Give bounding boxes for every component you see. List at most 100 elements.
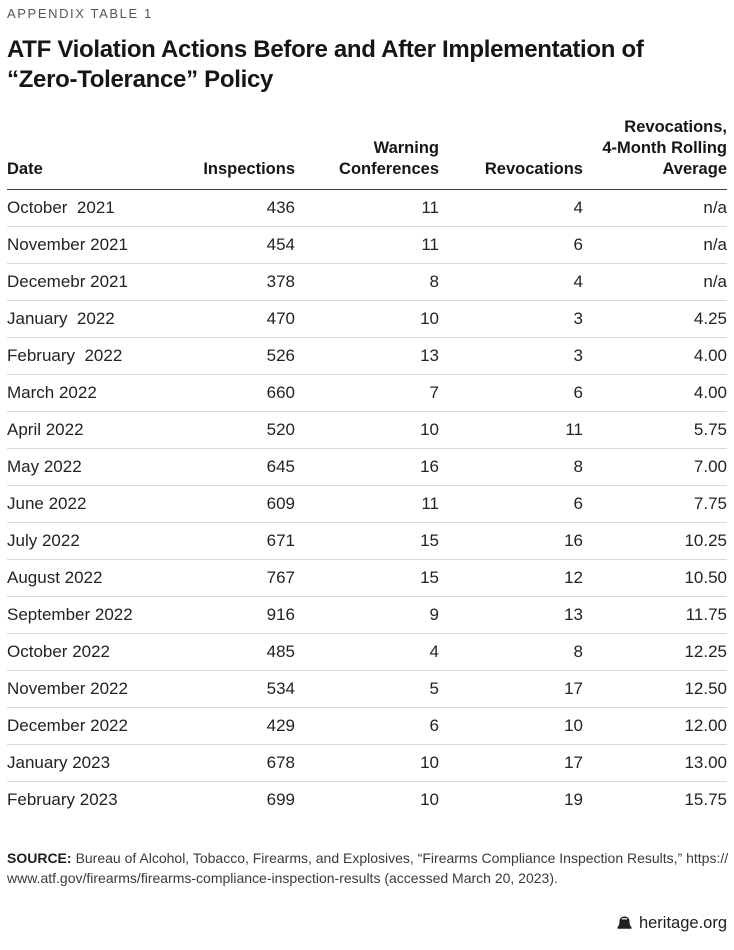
cell-inspections: 645 [187,448,295,486]
table-row: August 2022 767 15 12 10.50 [7,559,727,597]
cell-revocations: 13 [439,596,583,634]
cell-rolling-average: 12.25 [583,633,727,671]
cell-revocations: 3 [439,300,583,338]
table-row: January 2022 470 10 3 4.25 [7,300,727,338]
cell-rolling-average: 12.00 [583,707,727,745]
cell-inspections: 429 [187,707,295,745]
table-row: May 2022 645 16 8 7.00 [7,448,727,486]
title-line-1: ATF Violation Actions Before and After I… [7,36,644,63]
table-row: October 2021 436 11 4 n/a [7,189,727,227]
cell-date: October 2021 [7,189,187,227]
cell-warning-conferences: 10 [295,411,439,449]
heritage-bell-icon [616,915,633,932]
footer: heritage.org [7,914,727,933]
cell-warning-conferences: 10 [420,790,439,809]
cell-rolling-average: 11.75 [583,596,727,634]
cell-warning-conferences: 15 [295,559,439,597]
cell-inspections: 660 [187,374,295,412]
cell-revocations: 4 [439,263,583,301]
cell-revocations: 11 [439,411,583,449]
cell-inspections: 526 [187,337,295,375]
table-row: February 2023 699 10 19 15.75 [7,782,727,819]
table-row: July 2022 671 15 16 10.25 [7,522,727,560]
cell-warning-conferences: 7 [295,374,439,412]
source-line-1: Bureau of Alcohol, Tobacco, Firearms, an… [75,850,729,866]
cell-inspections: 470 [187,300,295,338]
cell-warning-conferences: 11 [295,226,439,264]
cell-date: Decemebr 2021 [7,263,187,301]
cell-rolling-average: n/a [583,226,727,264]
table-header-row: Date Inspections Warning Conferences Revocat… [7,117,727,190]
cell-warning-conferences: 9 [295,596,439,634]
column-header-revocations: Revocations [439,117,583,190]
cell-warning-conferences: 4 [295,633,439,671]
cell-rolling-average: 10.50 [583,559,727,597]
cell-date: June 2022 [7,485,187,523]
cell-warning-conferences: 16 [295,448,439,486]
cell-revocations: 4 [439,189,583,227]
cell-date: October 2022 [7,633,187,671]
cell-inspections: 436 [187,189,295,227]
cell-revocations: 10 [439,707,583,745]
cell-rolling-average: 7.00 [583,448,727,486]
cell-date: July 2022 [7,522,187,560]
cell-rolling-average: 4.00 [583,337,727,375]
column-header-inspections: Inspections [187,117,295,190]
cell-date: December 2022 [7,707,187,745]
table-row: March 2022 660 7 6 4.00 [7,374,727,412]
cell-date: March 2022 [7,374,187,412]
cell-inspections: 520 [187,411,295,449]
cell-revocations: 6 [439,485,583,523]
source-line-2: www.atf.gov/firearms/firearms-compliance… [7,870,558,886]
cell-revocations: 3 [439,337,583,375]
cell-date: September 2022 [7,596,187,634]
cell-inspections: 454 [187,226,295,264]
cell-warning-conferences: 11 [295,485,439,523]
title-line-2: “Zero-Tolerance” Policy [7,66,274,93]
table-row: Decemebr 2021 378 8 4 n/a [7,263,727,301]
cell-rolling-average: n/a [583,189,727,227]
cell-date: February 2023 [7,790,118,809]
cell-date: April 2022 [7,411,187,449]
table-row: April 2022 520 10 11 5.75 [7,411,727,449]
cell-rolling-average: 4.25 [583,300,727,338]
cell-date: January 2023 [7,744,187,782]
cell-rolling-average: 5.75 [583,411,727,449]
table-row: November 2022 534 5 17 12.50 [7,670,727,708]
cell-revocations: 8 [439,633,583,671]
table-row: November 2021 454 11 6 n/a [7,226,727,264]
cell-revocations: 6 [439,374,583,412]
cell-rolling-average: 7.75 [583,485,727,523]
cell-date: February 2022 [7,337,187,375]
cell-inspections: 534 [187,670,295,708]
cell-rolling-average: n/a [583,263,727,301]
table-row: September 2022 916 9 13 11.75 [7,596,727,634]
cell-rolling-average: 4.00 [583,374,727,412]
cell-inspections: 678 [187,744,295,782]
table-title: ATF Violation Actions Before and After I… [7,35,727,95]
cell-inspections: 916 [187,596,295,634]
table-row: October 2022 485 4 8 12.25 [7,633,727,671]
cell-revocations: 16 [439,522,583,560]
cell-rolling-average: 15.75 [684,790,727,809]
cell-revocations: 17 [439,744,583,782]
cell-warning-conferences: 5 [295,670,439,708]
table-kicker: APPENDIX TABLE 1 [7,6,153,21]
cell-inspections: 485 [187,633,295,671]
data-table: Date Inspections Warning Conferences Revocat… [7,117,727,818]
table-row: January 2023 678 10 17 13.00 [7,744,727,782]
cell-date: January 2022 [7,300,187,338]
cell-inspections: 671 [187,522,295,560]
cell-revocations: 19 [564,790,583,809]
cell-inspections: 609 [187,485,295,523]
table-row: June 2022 609 11 6 7.75 [7,485,727,523]
column-header-warning-conferences: Warning Conferences [295,117,439,190]
cell-warning-conferences: 10 [295,300,439,338]
cell-inspections: 767 [187,559,295,597]
source-note: SOURCE: Bureau of Alcohol, Tobacco, Firea… [7,848,729,888]
cell-date: August 2022 [7,559,187,597]
source-label: SOURCE: [7,850,72,866]
cell-warning-conferences: 11 [295,189,439,227]
cell-rolling-average: 10.25 [583,522,727,560]
